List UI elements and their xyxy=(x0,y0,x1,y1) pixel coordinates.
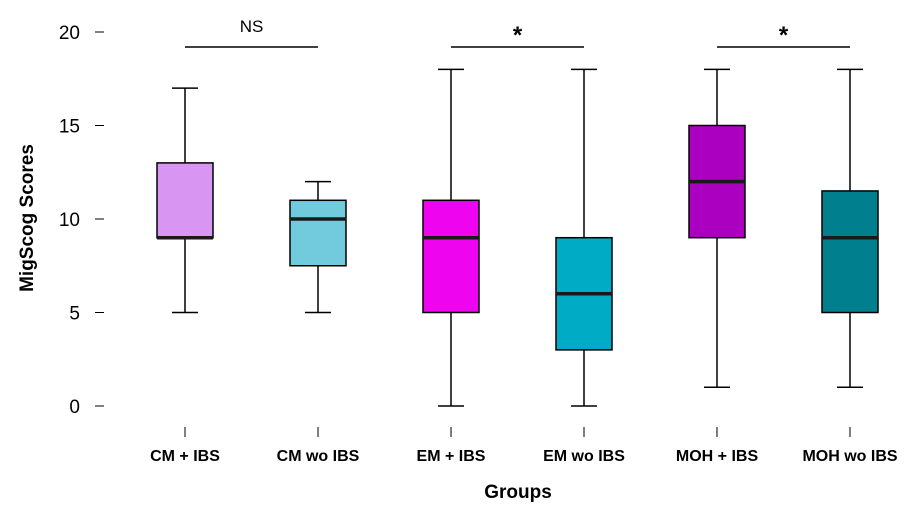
x-tick-label: EM wo IBS xyxy=(543,448,625,465)
x-axis-title: Groups xyxy=(484,482,552,503)
y-tick-label: 10 xyxy=(59,210,80,231)
box-group xyxy=(289,180,347,314)
box-group xyxy=(422,68,480,407)
x-tick-label: CM wo IBS xyxy=(277,448,360,465)
box-group xyxy=(688,68,746,389)
x-tick-label: MOH wo IBS xyxy=(802,448,897,465)
box-iqr xyxy=(156,162,214,239)
y-tick-label: 5 xyxy=(69,304,80,325)
x-axis: CM + IBS CM wo IBS EM + IBS EM wo IBS MOH + … xyxy=(150,427,898,465)
significance-label: * xyxy=(779,22,789,49)
box-iqr xyxy=(422,199,480,314)
x-tick-label: CM + IBS xyxy=(150,448,220,465)
significance-label: NS xyxy=(240,17,264,36)
box-group xyxy=(156,87,214,314)
y-tick-label: 0 xyxy=(69,397,80,418)
significance-label: * xyxy=(513,22,523,49)
box-iqr xyxy=(821,190,879,314)
x-tick-label: EM + IBS xyxy=(417,448,486,465)
x-tick-label: MOH + IBS xyxy=(676,448,759,465)
box-group xyxy=(555,68,613,407)
y-tick-label: 15 xyxy=(59,117,80,138)
box-iqr xyxy=(289,199,347,267)
boxes xyxy=(156,68,879,407)
y-axis-title: MigScog Scores xyxy=(17,144,38,292)
significance-brackets: NS * * xyxy=(185,17,850,49)
y-tick-label: 20 xyxy=(59,23,80,44)
box-group xyxy=(821,68,879,389)
y-axis: 0 5 10 15 20 xyxy=(59,23,104,418)
